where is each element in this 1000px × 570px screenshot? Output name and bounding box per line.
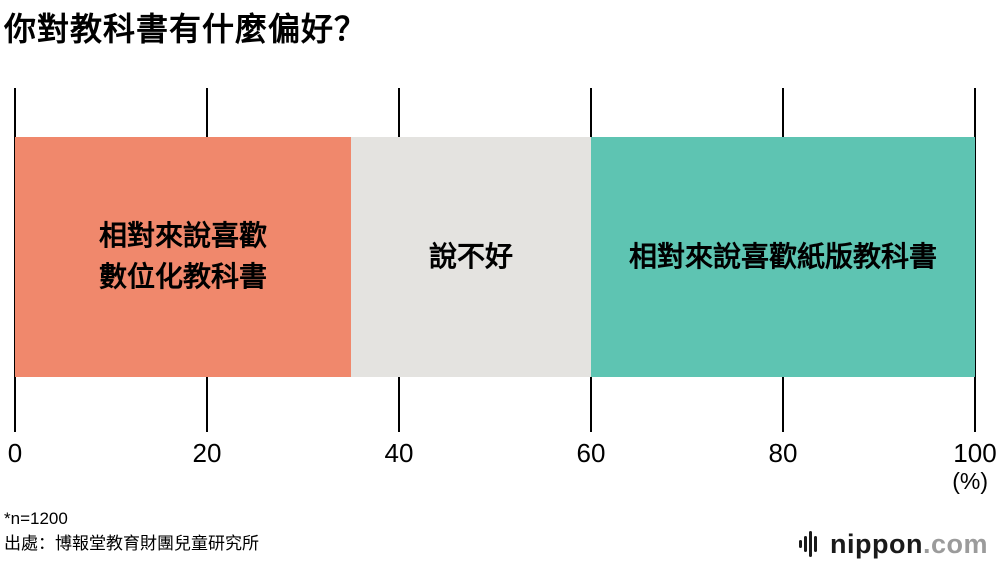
segment-label: 說不好 <box>428 240 513 272</box>
x-tick-label: 100 <box>953 438 997 468</box>
nippon-logo: nippon.com <box>799 528 988 560</box>
x-tick-label: 40 <box>384 438 414 468</box>
logo-text: nippon.com <box>830 529 988 560</box>
segment-label: 數位化教科書 <box>98 261 267 292</box>
gridline <box>974 88 976 432</box>
segment-label: 相對來說喜歡 <box>98 220 267 252</box>
x-tick-label: 0 <box>7 438 23 468</box>
chart-title: 你對教科書有什麼偏好？ <box>4 11 368 47</box>
axis-unit-label: (%) <box>952 468 988 494</box>
logo-name: nippon <box>830 528 923 559</box>
segment-label: 相對來說喜歡紙版教科書 <box>628 240 937 272</box>
x-tick-label: 80 <box>768 438 798 468</box>
bar-segment: 相對來說喜歡紙版教科書 <box>591 137 975 377</box>
soundwave-bars-icon <box>799 528 821 560</box>
sample-size-note: *n=1200 <box>4 509 68 528</box>
bar-segment: 說不好 <box>351 137 591 377</box>
bar-segment: 相對來說喜歡 數位化教科書 <box>15 137 351 377</box>
x-tick-label: 20 <box>192 438 222 468</box>
x-axis: 0 20 40 60 80 100 <box>8 438 997 470</box>
source-note: 出處：博報堂教育財團兒童研究所 <box>4 534 259 553</box>
plot-area: 相對來說喜歡 數位化教科書 說不好 相對來說喜歡紙版教科書 <box>14 88 976 432</box>
footnotes: *n=1200 出處：博報堂教育財團兒童研究所 <box>4 506 259 556</box>
x-tick-label: 60 <box>576 438 606 468</box>
stacked-bar: 相對來說喜歡 數位化教科書 說不好 相對來說喜歡紙版教科書 <box>15 137 975 377</box>
logo-suffix: .com <box>922 528 988 559</box>
